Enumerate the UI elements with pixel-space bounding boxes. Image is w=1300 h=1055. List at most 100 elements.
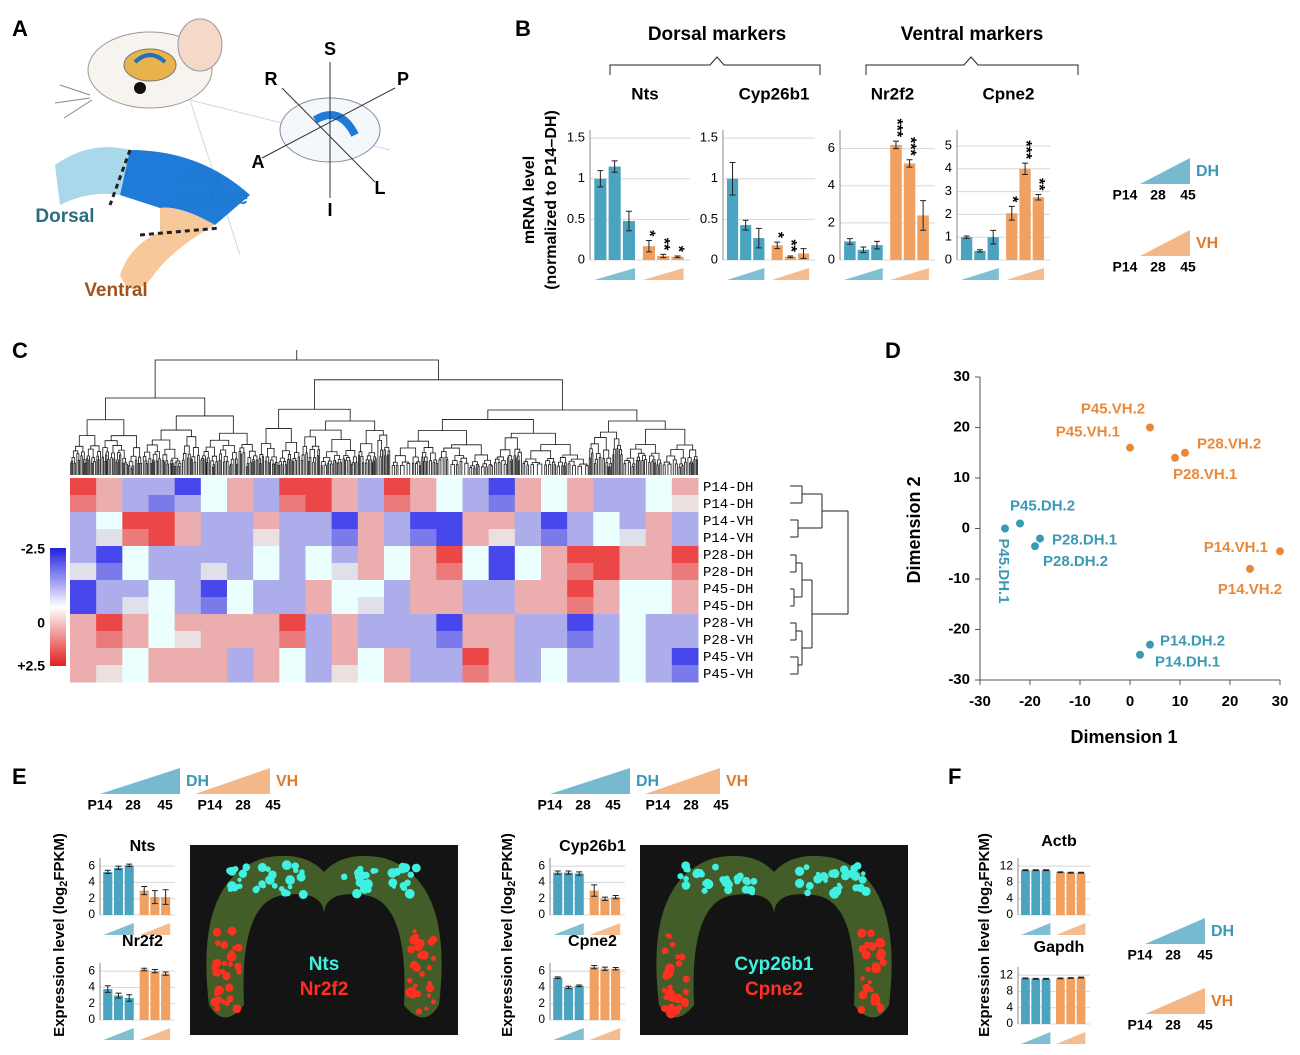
error-bar xyxy=(1035,194,1042,201)
bar xyxy=(1019,168,1031,260)
heatmap-cell xyxy=(148,495,176,513)
heatmap-cell xyxy=(462,597,490,615)
cell-dot xyxy=(395,871,400,876)
hippocampus-illustration xyxy=(55,99,391,289)
error-bar xyxy=(1057,977,1064,980)
heatmap-cell xyxy=(174,478,202,496)
heatmap-cell xyxy=(279,665,306,683)
y-tick-label: 2 xyxy=(538,891,545,905)
error-bar xyxy=(151,890,158,905)
bar xyxy=(139,890,149,915)
error-bar xyxy=(1067,977,1074,979)
heatmap-cell xyxy=(567,563,594,581)
error-bar xyxy=(755,227,762,249)
cell-dot xyxy=(858,990,868,1000)
legend-stage: 45 xyxy=(1197,1017,1213,1033)
cell-dot xyxy=(227,926,237,936)
bar xyxy=(917,215,929,260)
y-tick-label: 0.5 xyxy=(700,211,718,226)
heatmap-cell xyxy=(541,580,568,598)
heatmap-cell xyxy=(384,512,411,530)
heatmap-cell xyxy=(436,580,463,598)
heatmap-cell xyxy=(279,529,306,547)
brain-axes xyxy=(261,62,396,198)
panel-label: B xyxy=(515,16,531,41)
cell-dot xyxy=(278,886,285,892)
point xyxy=(1036,534,1044,543)
heatmap-cell xyxy=(174,563,202,581)
x-axis-label: Dimension 1 xyxy=(1070,727,1177,747)
y-tick-label: 0 xyxy=(538,1012,545,1026)
error-bar xyxy=(601,966,608,971)
heatmap-cell xyxy=(96,512,123,530)
cell-dot xyxy=(213,991,219,997)
heatmap-cell xyxy=(200,529,228,547)
heatmap-cell xyxy=(331,546,359,564)
cell-dot xyxy=(415,1008,423,1015)
cell-dot xyxy=(234,962,242,971)
cell-dot xyxy=(258,880,266,888)
heatmap-cell xyxy=(384,580,411,598)
heatmap-cell xyxy=(200,580,228,598)
heatmap-cell xyxy=(488,580,516,598)
error-bar xyxy=(576,871,583,876)
heatmap-cell xyxy=(541,665,568,683)
heatmap-cell xyxy=(253,563,280,581)
cell-dot xyxy=(431,955,437,961)
row-label: P14-DH xyxy=(703,480,753,496)
bar xyxy=(589,890,599,915)
heatmap-cell xyxy=(593,563,620,581)
heatmap-cell xyxy=(645,597,673,615)
cell-dot xyxy=(293,867,299,874)
cell-dot xyxy=(703,878,712,887)
heatmap-cell xyxy=(384,546,411,564)
y-tick-label: 8 xyxy=(1006,875,1013,889)
cell-dot xyxy=(425,984,435,993)
error-bar xyxy=(126,994,133,1002)
heatmap-cell xyxy=(567,478,594,496)
group-triangle xyxy=(642,268,684,280)
heatmap-cell xyxy=(541,512,568,530)
heatmap-cell xyxy=(148,614,176,632)
cell-dot xyxy=(430,999,436,1005)
heatmap-cell xyxy=(488,648,516,666)
heatmap-cell xyxy=(122,546,149,564)
legend-stage: 28 xyxy=(1150,259,1166,275)
y-tick-label: 6 xyxy=(88,858,95,872)
cell-dot xyxy=(398,862,407,871)
heatmap-cell xyxy=(410,614,437,632)
cell-dot xyxy=(682,1001,689,1008)
cell-dot xyxy=(750,877,758,885)
cell-dot xyxy=(845,869,854,878)
heatmap-cell xyxy=(253,631,280,649)
heatmap-cell xyxy=(436,597,463,615)
y-tick-label: 2 xyxy=(945,206,952,221)
point xyxy=(1136,650,1144,659)
x-tick-label: -10 xyxy=(1069,693,1091,710)
y-tick-label: 1.5 xyxy=(567,130,585,145)
bar xyxy=(740,225,752,260)
cell-dot xyxy=(832,872,839,879)
heatmap-cell xyxy=(514,631,542,649)
heatmap-cell xyxy=(514,563,542,581)
heatmap-cell xyxy=(200,631,228,649)
y-tick-label: 0 xyxy=(538,907,545,921)
heatmap-cell xyxy=(305,665,333,683)
bar xyxy=(563,872,574,915)
heatmap-cell xyxy=(619,648,647,666)
heatmap-cell xyxy=(541,614,568,632)
heatmap-cell xyxy=(227,478,254,496)
heatmap-cell xyxy=(227,580,254,598)
bar xyxy=(139,969,149,1020)
cell-dot xyxy=(404,888,415,899)
heatmap-cell xyxy=(96,648,123,666)
heatmap-cell xyxy=(593,546,620,564)
heatmap-cell xyxy=(174,512,202,530)
cell-dot xyxy=(257,862,267,872)
heatmap-cell xyxy=(200,648,228,666)
y-axis-label-part: FPKM) xyxy=(976,833,993,881)
heatmap-cell xyxy=(200,614,228,632)
label: Dorsal xyxy=(35,206,94,227)
y-tick-label: 0 xyxy=(88,907,95,921)
heatmap-cell xyxy=(488,495,516,513)
